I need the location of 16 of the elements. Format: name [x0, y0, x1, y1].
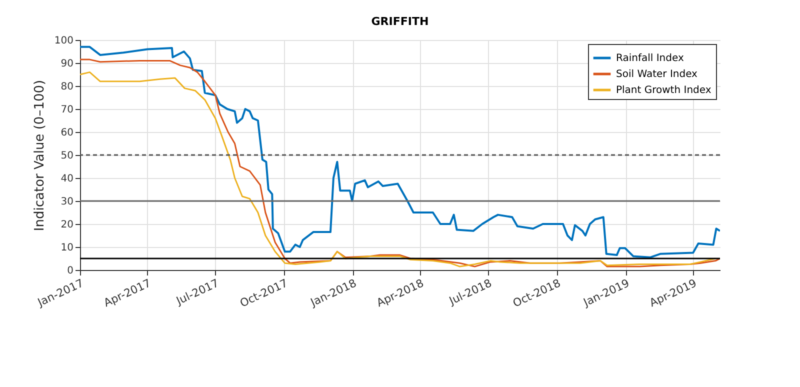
y-tick-label: 10: [60, 242, 74, 254]
y-tick-label: 40: [60, 174, 74, 184]
y-tick-label: 30: [60, 196, 74, 208]
y-tick-label: 20: [60, 220, 74, 230]
chart-title: GRIFFITH: [371, 15, 429, 28]
legend-label: Plant Growth Index: [616, 85, 712, 96]
y-tick-label: 70: [60, 104, 74, 116]
legend-label: Rainfall Index: [616, 53, 684, 64]
y-tick-label: 100: [54, 36, 74, 46]
y-tick-label: 50: [60, 150, 74, 162]
y-tick-label: 0: [67, 266, 74, 276]
y-tick-label: 80: [60, 82, 74, 92]
legend-label: Soil Water Index: [616, 69, 698, 80]
y-tick-label: 90: [60, 58, 74, 70]
y-tick-label: 60: [60, 128, 74, 138]
y-axis-title: Indicator Value (0–100): [32, 80, 48, 232]
